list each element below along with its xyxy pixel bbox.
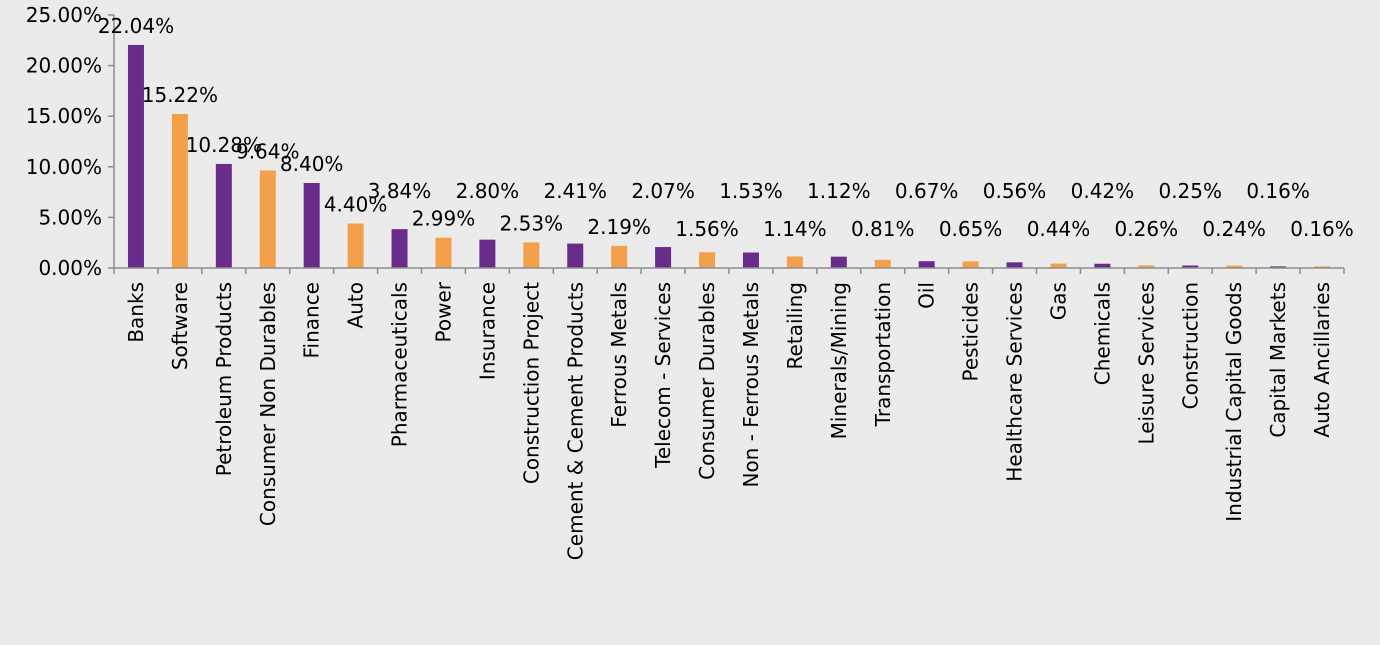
x-category-label: Auto Ancillaries [1310, 282, 1334, 438]
bar-power [435, 237, 452, 268]
data-label: 2.53% [500, 211, 564, 235]
bar-leisure-services [1138, 265, 1155, 268]
x-category-label: Non - Ferrous Metals [739, 282, 763, 488]
bar-petroleum-products [215, 163, 232, 268]
x-category-label: Leisure Services [1134, 282, 1158, 445]
data-label: 0.16% [1290, 217, 1354, 241]
x-category-label: Retailing [783, 282, 807, 369]
x-category-label: Capital Markets [1266, 282, 1290, 438]
data-label: 0.44% [1027, 217, 1091, 241]
x-category-label: Gas [1046, 282, 1070, 320]
data-label: 1.14% [763, 217, 827, 241]
data-label: 0.56% [983, 179, 1047, 203]
bar-gas [1050, 263, 1067, 268]
x-category-label: Cement & Cement Products [563, 282, 587, 560]
data-label: 9.64% [236, 139, 300, 163]
bar-auto-ancillaries [1314, 266, 1331, 268]
x-category-label: Pesticides [959, 282, 983, 381]
x-category-label: Transportation [871, 282, 895, 427]
x-category-label: Banks [124, 282, 148, 343]
data-label: 2.19% [587, 215, 651, 239]
x-category-label: Telecom - Services [651, 282, 675, 469]
bar-auto [347, 223, 364, 268]
x-category-label: Auto [344, 282, 368, 328]
data-label: 1.56% [675, 217, 739, 241]
bar-oil [918, 261, 935, 268]
bar-telecom-services [655, 247, 672, 268]
y-axis: 0.00% 5.00% 10.00% 15.00% 20.00% 25.00% [26, 3, 115, 280]
y-tick-label: 20.00% [26, 54, 102, 78]
data-label: 0.16% [1246, 179, 1310, 203]
bar-chemicals [1094, 263, 1111, 268]
bar-non-ferrous-metals [742, 252, 759, 268]
bar-banks [127, 44, 144, 268]
data-label: 22.04% [98, 14, 174, 38]
x-category-label: Construction [1178, 282, 1202, 409]
y-tick-label: 10.00% [26, 155, 102, 179]
data-label: 0.65% [939, 217, 1003, 241]
y-tick-label: 25.00% [26, 3, 102, 27]
bar-consumer-durables [699, 252, 716, 268]
x-category-label: Insurance [475, 282, 499, 380]
bar-finance [303, 182, 320, 268]
bar-transportation [874, 259, 891, 268]
bar-cement-cement-products [567, 243, 584, 268]
data-label: 3.84% [368, 179, 432, 203]
data-label: 1.12% [807, 179, 871, 203]
bar-healthcare-services [1006, 262, 1023, 268]
y-tick-label: 5.00% [38, 205, 102, 229]
data-label: 10.28% [186, 133, 262, 157]
bar-software [171, 113, 188, 268]
data-label: 0.25% [1158, 179, 1222, 203]
x-category-label: Industrial Capital Goods [1222, 282, 1246, 522]
data-label: 0.42% [1071, 179, 1135, 203]
data-label: 2.80% [456, 179, 520, 203]
bar-minerals-mining [830, 256, 847, 268]
x-category-label: Healthcare Services [1003, 282, 1027, 482]
data-label: 1.53% [719, 179, 783, 203]
bar-industrial-capital-goods [1226, 265, 1243, 268]
bar-ferrous-metals [611, 245, 628, 268]
x-category-label: Chemicals [1090, 282, 1114, 385]
bar-consumer-non-durables [259, 170, 276, 268]
y-tick-label: 15.00% [26, 104, 102, 128]
bar-retailing [786, 256, 803, 268]
x-category-label: Petroleum Products [212, 282, 236, 476]
y-tick-label: 0.00% [38, 256, 102, 280]
data-label: 0.24% [1202, 217, 1266, 241]
data-label: 4.40% [324, 192, 388, 216]
data-label: 2.07% [631, 179, 695, 203]
bar-capital-markets [1270, 266, 1287, 268]
x-category-label: Construction Project [519, 282, 543, 484]
x-axis: Banks Software Petroleum Products Consumer … [113, 267, 1345, 560]
x-category-label: Consumer Non Durables [256, 282, 280, 526]
x-category-label: Consumer Durables [695, 282, 719, 480]
x-category-label: Oil [915, 282, 939, 309]
data-label: 0.26% [1115, 217, 1179, 241]
x-category-label: Power [431, 281, 455, 342]
x-category-label: Software [168, 282, 192, 370]
bar-pesticides [962, 261, 979, 268]
x-category-label: Ferrous Metals [607, 282, 631, 428]
bars [127, 44, 1331, 268]
x-category-label: Finance [300, 282, 324, 359]
bar-pharmaceuticals [391, 229, 408, 268]
data-label: 2.41% [543, 179, 607, 203]
data-labels: 22.04% 15.22% 10.28%9.64%8.40% 4.40%3.84% 2.… [98, 14, 1354, 241]
bar-construction [1182, 265, 1199, 268]
bar-insurance [479, 239, 496, 268]
data-label: 0.67% [895, 179, 959, 203]
data-label: 8.40% [280, 152, 344, 176]
bar-construction-project [523, 242, 540, 268]
x-category-label: Minerals/Mining [827, 282, 851, 439]
data-label: 15.22% [142, 83, 218, 107]
x-category-label: Pharmaceuticals [388, 282, 412, 447]
data-label: 0.81% [851, 217, 915, 241]
data-label: 2.99% [412, 207, 476, 231]
